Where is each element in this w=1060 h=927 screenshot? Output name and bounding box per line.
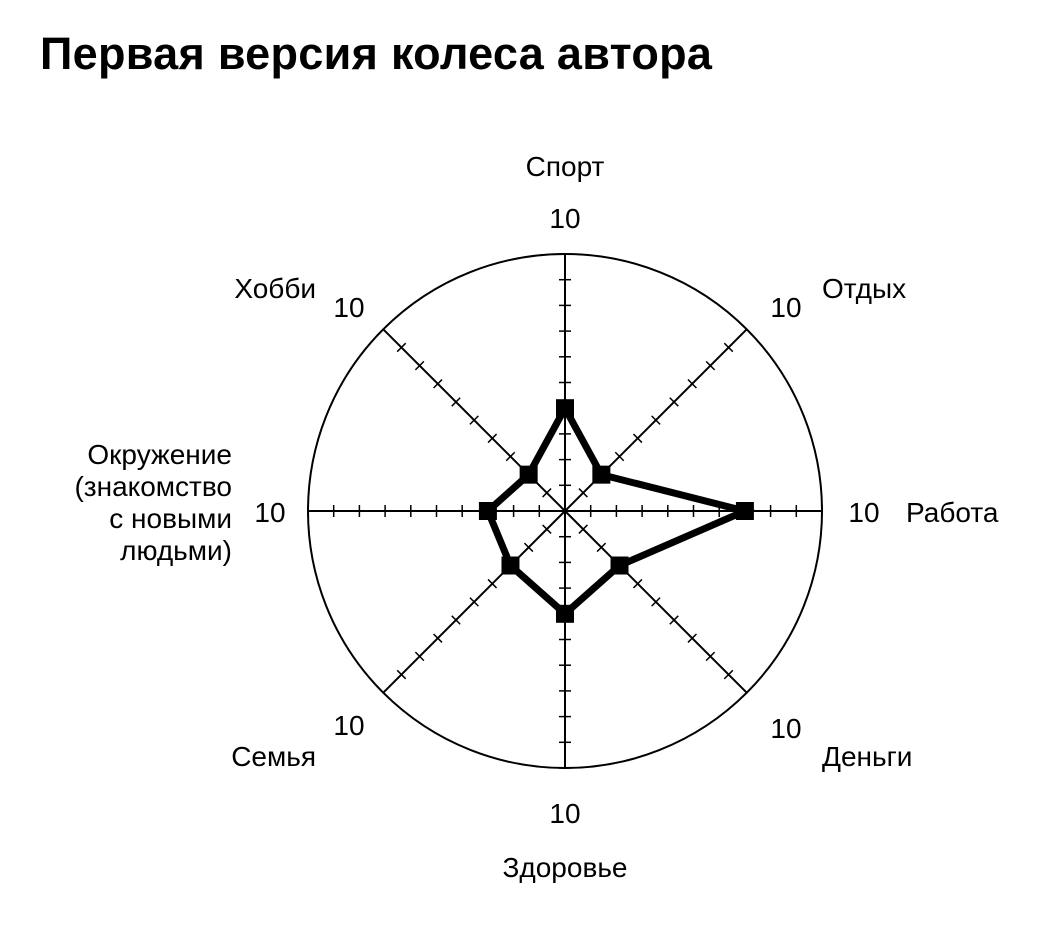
axis-label-line: Работа (906, 497, 999, 528)
tick-mark (723, 669, 734, 680)
tick-mark (669, 397, 679, 407)
tick-mark (505, 451, 516, 462)
tick-mark (396, 342, 407, 353)
tick-mark (596, 542, 607, 553)
max-label-окружение: 10 (254, 497, 285, 528)
tick-mark (669, 615, 679, 625)
axis-label-хобби: Хобби (234, 273, 316, 304)
tick-mark (578, 488, 588, 498)
page-title: Первая версия колеса автора (40, 28, 713, 79)
tick-mark (614, 451, 625, 462)
tick-mark (433, 379, 443, 389)
axis-label-line: Отдых (822, 273, 906, 304)
axis-label-отдых: Отдых (822, 273, 906, 304)
data-point-окружение (478, 502, 497, 520)
axis-label-line: Здоровье (502, 852, 627, 883)
data-point-здоровье (556, 604, 574, 623)
tick-mark (433, 633, 443, 643)
tick-mark (705, 651, 716, 662)
tick-mark (542, 524, 552, 534)
tick-mark (414, 651, 425, 662)
tick-mark (705, 360, 716, 371)
max-label-работа: 10 (848, 497, 879, 528)
tick-mark (578, 524, 588, 534)
tick-mark (451, 615, 461, 625)
axis-label-спорт: Спорт (526, 151, 605, 182)
tick-mark (687, 379, 697, 389)
tick-mark (542, 488, 552, 498)
axis-label-окружение: Окружение (знакомство с новыми людьми) (74, 439, 232, 566)
axis-label-line: Семья (231, 741, 316, 772)
axis-label-line: Хобби (234, 273, 316, 304)
max-label-отдых: 10 (770, 292, 801, 323)
tick-mark (741, 687, 752, 698)
tick-mark (487, 578, 498, 589)
axis-label-семья: Семья (231, 741, 316, 772)
axis-label-line: Спорт (526, 151, 605, 182)
data-point-спорт (556, 399, 574, 418)
axis-label-работа: Работа (906, 497, 999, 528)
tick-mark (723, 342, 734, 353)
tick-mark (378, 687, 389, 698)
axis-label-line: Окружение (87, 439, 232, 470)
max-label-хобби: 10 (333, 292, 364, 323)
data-point-работа (735, 502, 754, 520)
max-label-деньги: 10 (770, 713, 801, 744)
tick-mark (651, 597, 661, 607)
tick-mark (632, 578, 643, 589)
max-label-спорт: 10 (549, 203, 580, 234)
tick-mark (469, 415, 479, 425)
axis-label-здоровье: Здоровье (502, 852, 627, 883)
axis-label-line: с новыми (109, 503, 232, 534)
tick-mark (651, 415, 661, 425)
tick-mark (378, 324, 389, 335)
tick-mark (687, 633, 697, 643)
data-point-отдых (592, 465, 611, 484)
data-point-семья (501, 556, 520, 575)
axis-label-line: (знакомство (74, 471, 232, 502)
axis-label-деньги: Деньги (822, 741, 912, 772)
data-point-деньги (610, 556, 629, 575)
tick-mark (741, 324, 752, 335)
tick-mark (632, 433, 643, 444)
tick-mark (451, 397, 461, 407)
tick-mark (414, 360, 425, 371)
tick-mark (396, 669, 407, 680)
max-label-здоровье: 10 (549, 798, 580, 829)
data-point-хобби (519, 465, 538, 484)
axis-label-line: людьми) (120, 535, 232, 566)
axis-label-line: Деньги (822, 741, 912, 772)
tick-mark (487, 433, 498, 444)
tick-mark (523, 542, 534, 553)
max-label-семья: 10 (333, 710, 364, 741)
tick-mark (469, 597, 479, 607)
